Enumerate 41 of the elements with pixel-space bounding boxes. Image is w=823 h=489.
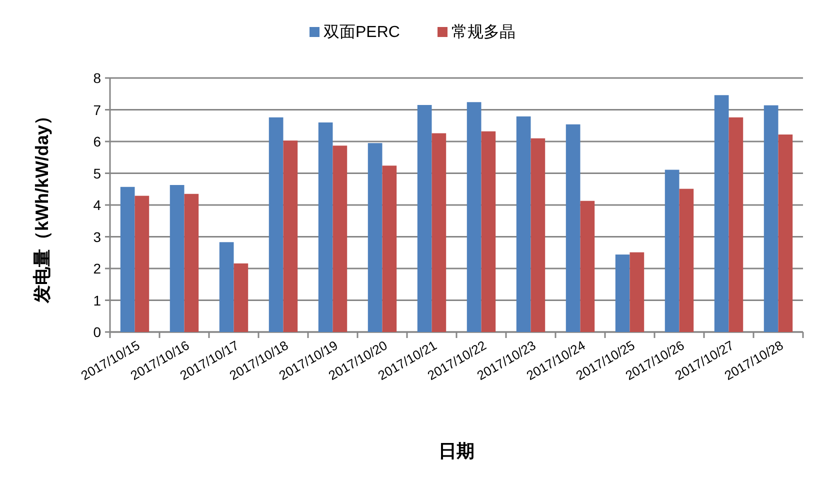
- bar: [466, 102, 482, 332]
- bar: [630, 252, 644, 332]
- y-tick-label: 4: [93, 197, 102, 213]
- bar: [728, 117, 744, 332]
- bar: [120, 186, 135, 332]
- bar: [516, 116, 531, 332]
- bar: [283, 140, 298, 332]
- y-tick-label: 5: [93, 165, 102, 182]
- bar: [184, 194, 199, 332]
- bar: [778, 134, 793, 332]
- legend-label: 双面PERC: [324, 24, 400, 41]
- y-tick-label: 3: [93, 228, 102, 245]
- bar: [332, 146, 348, 332]
- y-tick-label: 7: [93, 102, 102, 118]
- bar: [170, 184, 184, 332]
- bar: [417, 104, 432, 332]
- bar: [268, 117, 284, 332]
- bar: [664, 170, 680, 332]
- bar: [219, 242, 234, 332]
- bar: [714, 95, 729, 332]
- bar: [679, 188, 694, 332]
- y-axis-title: 发电量（kWh/kW/day）: [32, 106, 52, 304]
- y-tick-label: 6: [93, 134, 102, 150]
- bar: [481, 131, 496, 332]
- y-tick-label: 2: [93, 260, 102, 276]
- bar: [134, 196, 150, 332]
- y-tick-label: 0: [93, 324, 102, 340]
- bar: [764, 105, 778, 332]
- bar: [580, 200, 595, 332]
- bar: [318, 122, 333, 332]
- bar: [615, 254, 630, 332]
- legend-label: 常规多晶: [452, 23, 516, 41]
- y-tick-label: 8: [93, 70, 102, 86]
- bar: [368, 143, 382, 332]
- y-tick-label: 1: [93, 292, 102, 308]
- bar: [382, 166, 397, 332]
- bar: [530, 138, 546, 332]
- bar: [234, 263, 248, 332]
- bar: [566, 124, 580, 332]
- x-axis-title: 日期: [438, 441, 474, 461]
- bar: [432, 133, 446, 332]
